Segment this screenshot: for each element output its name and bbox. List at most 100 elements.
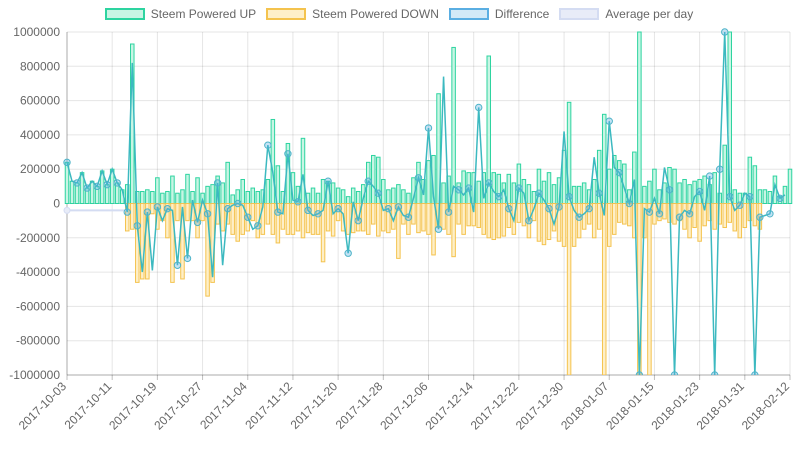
- bar-down: [250, 203, 256, 222]
- difference-point: [535, 189, 543, 197]
- bar-up: [406, 192, 411, 205]
- difference-point: [143, 208, 152, 216]
- legend-item-average-per-day[interactable]: Average per day: [559, 7, 693, 21]
- x-tick-label: 2017-11-04: [197, 379, 250, 432]
- legend-item-steem-powered-up[interactable]: Steem Powered UP: [104, 7, 256, 21]
- bar-down: [727, 203, 733, 223]
- x-tick-label: 2017-10-27: [151, 379, 205, 433]
- bar-down: [742, 203, 748, 229]
- difference-point: [294, 198, 302, 206]
- bar-down: [466, 203, 471, 227]
- bar-down: [702, 203, 707, 227]
- difference-point: [695, 187, 704, 196]
- difference-point: [133, 222, 141, 230]
- y-tick-label: 800000: [20, 59, 60, 73]
- bar-up: [386, 189, 391, 204]
- bar-down: [486, 203, 492, 239]
- y-tick-label: -1000000: [9, 368, 60, 382]
- bar-down: [175, 203, 180, 222]
- x-tick-label: 2017-11-12: [242, 379, 295, 432]
- bar-down: [416, 203, 421, 234]
- bar-up: [220, 182, 225, 204]
- difference-point: [384, 204, 393, 213]
- bar-down: [406, 203, 411, 235]
- bar-down: [325, 203, 331, 232]
- bar-down: [320, 203, 326, 263]
- y-tick-label: -400000: [16, 265, 60, 279]
- bar-up: [300, 137, 306, 204]
- difference-point: [444, 208, 453, 216]
- bar-up: [185, 173, 190, 205]
- bar-down: [491, 203, 497, 241]
- bar-up: [381, 178, 386, 205]
- bar-down: [461, 203, 466, 235]
- bar-down: [506, 203, 512, 229]
- difference-point: [193, 218, 202, 227]
- bar-down: [330, 203, 336, 237]
- x-tick-label: 2017-11-20: [288, 379, 341, 432]
- bar-down: [752, 203, 758, 227]
- difference-point: [721, 28, 729, 36]
- bar-down: [170, 203, 175, 283]
- difference-point: [274, 208, 282, 216]
- bar-down: [295, 203, 301, 232]
- bar-down: [516, 203, 522, 223]
- x-tick-label: 2018-01-23: [648, 379, 702, 433]
- bar-down: [561, 203, 567, 247]
- difference-point: [505, 204, 513, 213]
- bar-down: [722, 203, 727, 229]
- bar-down: [571, 203, 577, 247]
- difference-line: [66, 31, 786, 375]
- bar-down: [345, 203, 351, 235]
- bar-up: [682, 178, 687, 205]
- bar-up: [506, 173, 512, 205]
- legend-swatch: [104, 8, 145, 20]
- bar-down: [591, 203, 597, 239]
- bar-down: [300, 203, 306, 239]
- bar-down: [431, 203, 436, 256]
- bar-down: [230, 203, 235, 235]
- legend-swatch: [559, 8, 600, 20]
- difference-point: [93, 182, 101, 191]
- bar-down: [612, 203, 617, 235]
- y-tick-label: 1000000: [13, 25, 60, 39]
- difference-point: [264, 141, 272, 149]
- difference-point: [234, 199, 242, 208]
- difference-point: [163, 204, 172, 213]
- bar-down: [270, 203, 276, 235]
- bar-up: [687, 184, 692, 204]
- bar-up: [672, 168, 677, 204]
- y-tick-label: -600000: [16, 299, 60, 313]
- difference-point: [525, 216, 533, 225]
- bar-up: [571, 185, 577, 205]
- bar-down: [662, 203, 667, 220]
- bar-up: [240, 178, 245, 205]
- bar-down: [140, 203, 145, 280]
- bar-up: [250, 187, 256, 205]
- difference-point: [364, 177, 372, 185]
- bar-up: [225, 161, 230, 204]
- difference-point: [183, 254, 192, 263]
- bar-down: [622, 203, 627, 225]
- difference-point: [595, 189, 603, 197]
- difference-point: [404, 213, 413, 221]
- difference-point: [113, 179, 121, 187]
- bar-up: [647, 180, 652, 205]
- bar-up: [335, 187, 341, 205]
- bar-down: [496, 203, 502, 239]
- legend-swatch: [448, 8, 489, 20]
- bar-up: [330, 182, 336, 204]
- bar-down: [290, 203, 296, 235]
- legend-item-difference[interactable]: Difference: [448, 7, 549, 21]
- difference-point: [454, 186, 463, 194]
- bar-up: [69, 180, 75, 205]
- bar-down: [185, 203, 190, 222]
- bar-down: [601, 203, 607, 375]
- difference-point: [545, 204, 553, 213]
- bar-up: [170, 175, 175, 204]
- legend-item-steem-powered-down[interactable]: Steem Powered DOWN: [266, 7, 439, 21]
- bar-down: [521, 203, 527, 227]
- bar-up: [205, 185, 210, 205]
- difference-point: [394, 203, 403, 211]
- bar-up: [441, 182, 446, 204]
